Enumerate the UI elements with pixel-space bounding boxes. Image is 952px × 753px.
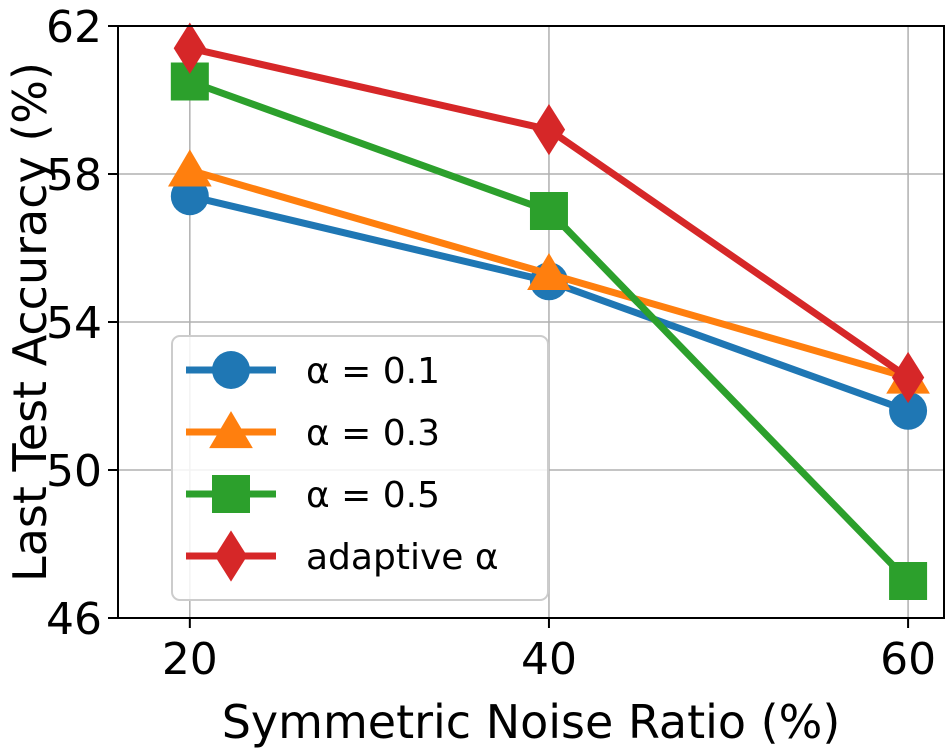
y-tick-label: 46	[46, 594, 102, 645]
legend-item: α = 0.1	[186, 351, 440, 392]
legend-box	[171, 335, 549, 601]
data-point-square	[889, 562, 928, 600]
x-tick-label: 20	[162, 634, 218, 685]
legend-marker-circle	[212, 351, 250, 389]
x-tick-label: 60	[880, 634, 936, 685]
data-point-triangle	[167, 149, 212, 187]
y-tick-label: 58	[46, 150, 102, 201]
data-point-square	[529, 192, 568, 230]
data-point-circle	[170, 177, 209, 216]
series-layer	[167, 22, 930, 600]
legend-marker-diamond	[214, 530, 248, 582]
axis-ticks: 46 50 54 58 62 20 40 60	[46, 2, 936, 685]
data-point-diamond	[173, 22, 206, 74]
y-axis-label: Last Test Accuracy (%)	[3, 62, 57, 582]
data-point-circle	[889, 391, 928, 430]
data-point-triangle	[527, 253, 571, 291]
data-point-diamond	[891, 351, 925, 404]
series-4	[173, 22, 925, 404]
legend-marker-triangle	[209, 411, 253, 449]
legend-item: adaptive α	[186, 530, 499, 582]
legend-item: α = 0.3	[186, 411, 440, 454]
legend-label: α = 0.3	[306, 413, 440, 454]
y-tick-label: 62	[46, 2, 102, 53]
legend: α = 0.1 α = 0.3 α = 0.5 adaptive α	[171, 335, 549, 601]
legend-label: adaptive α	[306, 537, 499, 578]
legend-label: α = 0.1	[306, 351, 440, 392]
y-tick-label: 54	[46, 298, 102, 349]
y-tick-label: 50	[46, 446, 102, 497]
legend-item: α = 0.5	[186, 475, 440, 516]
x-tick-label: 40	[521, 634, 577, 685]
legend-label: α = 0.5	[306, 475, 440, 516]
legend-marker-square	[212, 475, 250, 513]
x-axis-label: Symmetric Noise Ratio (%)	[222, 695, 841, 749]
data-point-diamond	[532, 103, 566, 156]
